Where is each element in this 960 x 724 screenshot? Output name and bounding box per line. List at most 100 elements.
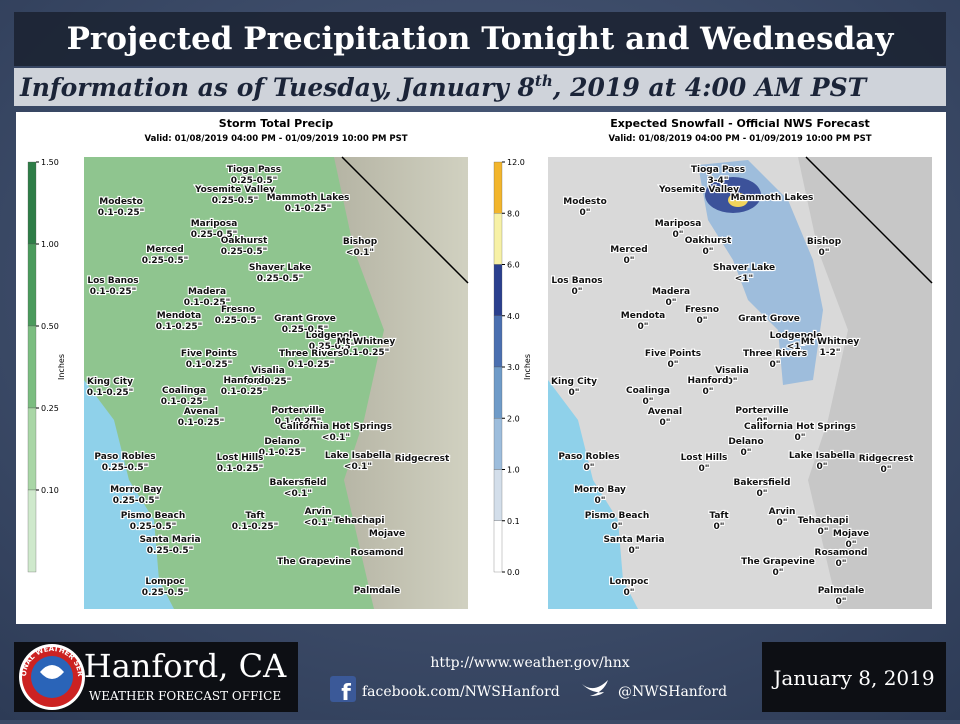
place-name: Lake Isabella xyxy=(325,451,391,461)
place-amount: 0" xyxy=(703,387,714,397)
colorbar-segment xyxy=(493,469,503,521)
place-amount: 0" xyxy=(666,298,677,308)
place-name: Lost Hills xyxy=(681,453,728,463)
place-amount: 0" xyxy=(569,388,580,398)
place-amount: 0.1-0.25" xyxy=(217,464,264,474)
place-name: King City xyxy=(551,377,597,387)
facebook-link[interactable]: facebook.com/NWSHanford xyxy=(362,684,560,700)
colorbar-label: Inches xyxy=(523,354,532,380)
place-amount: <0.1" xyxy=(284,489,312,499)
place-name: Taft xyxy=(245,511,265,521)
place-name: Rosamond xyxy=(351,548,404,558)
place-name: Los Banos xyxy=(87,276,138,286)
place-name: Modesto xyxy=(563,197,607,207)
date-block xyxy=(762,642,946,712)
place-amount: 0.1-0.25" xyxy=(232,522,279,532)
facebook-icon[interactable] xyxy=(330,676,356,702)
place-name: Grant Grove xyxy=(274,314,336,324)
place-amount: 0.25-0.5" xyxy=(212,196,259,206)
url[interactable]: http://www.weather.gov/hnx xyxy=(430,655,629,671)
place-amount: 0" xyxy=(836,559,847,569)
colorbar-tick-label: 8.0 xyxy=(507,209,520,218)
place-name: Mariposa xyxy=(191,219,238,229)
place-amount: 0.1-0.25" xyxy=(275,417,322,427)
colorbar-segment xyxy=(493,264,503,316)
place-amount: 0" xyxy=(817,462,828,472)
place-name: Morro Bay xyxy=(110,485,162,495)
place-amount: 0.1-0.25" xyxy=(259,448,306,458)
place-amount: 0" xyxy=(624,588,635,598)
place-amount: 3-4" xyxy=(708,176,729,186)
place-name: Mojave xyxy=(369,529,405,539)
colorbar-segment xyxy=(493,213,503,265)
state-line xyxy=(341,156,469,284)
map-title: Expected Snowfall - Official NWS Forecas… xyxy=(610,117,870,130)
place-amount: 0.25-0.5" xyxy=(147,546,194,556)
colorbar-segment xyxy=(493,161,503,214)
place-amount: 0" xyxy=(643,397,654,407)
place-amount: <1" xyxy=(735,274,754,284)
colorbar-tick-label: 0.25 xyxy=(41,404,59,413)
place-amount: 0" xyxy=(697,316,708,326)
colorbar-segment xyxy=(493,366,503,419)
place-amount: <0.1" xyxy=(322,433,350,443)
place-name: Grant Grove xyxy=(738,314,800,324)
place-name: Lompoc xyxy=(609,577,648,587)
place-amount: 0.1-0.25" xyxy=(184,298,231,308)
place-name: Yosemite Valley xyxy=(658,185,739,195)
place-name: King City xyxy=(87,377,133,387)
place-name: Five Points xyxy=(645,349,701,359)
place-name: Los Banos xyxy=(551,276,602,286)
place-name: Mojave xyxy=(833,529,869,539)
place-name: Fresno xyxy=(685,305,719,315)
colorbar-segment xyxy=(493,418,503,470)
place-amount: 0.1-0.25" xyxy=(245,377,292,387)
place-amount: 0" xyxy=(836,597,847,607)
place-amount: 0.1-0.25" xyxy=(343,348,390,358)
place-name: Three Rivers xyxy=(743,349,807,359)
place-amount: 0.1-0.25" xyxy=(156,322,203,332)
place-amount: 0.25-0.5" xyxy=(282,325,329,335)
place-name: Mendota xyxy=(157,311,201,321)
place-name: Delano xyxy=(728,437,763,447)
place-amount: 0" xyxy=(846,540,857,550)
place-amount: <1" xyxy=(787,342,806,352)
place-amount: 0" xyxy=(668,360,679,370)
place-name: The Grapevine xyxy=(277,557,351,567)
colorbar-tick-label: 6.0 xyxy=(507,261,520,270)
place-name: Mt Whitney xyxy=(801,337,860,347)
colorbar-segment xyxy=(27,407,37,491)
map-title: Storm Total Precip xyxy=(219,117,334,130)
place-name: Mendota xyxy=(621,311,665,321)
place-name: Lake Isabella xyxy=(789,451,855,461)
place-amount: <0.1" xyxy=(304,518,332,528)
place-name: Hanford xyxy=(224,376,265,386)
state-line xyxy=(805,156,933,284)
place-amount: 0" xyxy=(660,418,671,428)
twitter-icon[interactable] xyxy=(582,680,608,696)
place-name: Rosamond xyxy=(815,548,868,558)
colorbar-tick-label: 3.0 xyxy=(507,363,520,372)
place-amount: 0" xyxy=(757,489,768,499)
place-amount: 0" xyxy=(770,360,781,370)
place-name: Tehachapi xyxy=(334,516,385,526)
place-amount: 0" xyxy=(580,208,591,218)
twitter-link[interactable]: @NWSHanford xyxy=(618,684,727,700)
place-name: Pismo Beach xyxy=(121,511,186,521)
place-name: Ridgecrest xyxy=(395,454,450,464)
place-name: Santa Maria xyxy=(603,535,664,545)
place-amount: 0.25-0.5" xyxy=(142,588,189,598)
place-name: Bakersfield xyxy=(270,478,327,488)
place-amount: 0.25-0.5" xyxy=(215,316,262,326)
place-amount: 0" xyxy=(773,568,784,578)
place-amount: 0" xyxy=(612,522,623,532)
place-name: Five Points xyxy=(181,349,237,359)
place-name: Lompoc xyxy=(145,577,184,587)
colorbar-segment xyxy=(493,520,503,573)
place-amount: 0.25-0.5" xyxy=(102,463,149,473)
place-amount: 0" xyxy=(777,518,788,528)
place-name: Arvin xyxy=(769,507,796,517)
place-amount: 0" xyxy=(595,496,606,506)
colorbar-tick-label: 0.10 xyxy=(41,486,59,495)
